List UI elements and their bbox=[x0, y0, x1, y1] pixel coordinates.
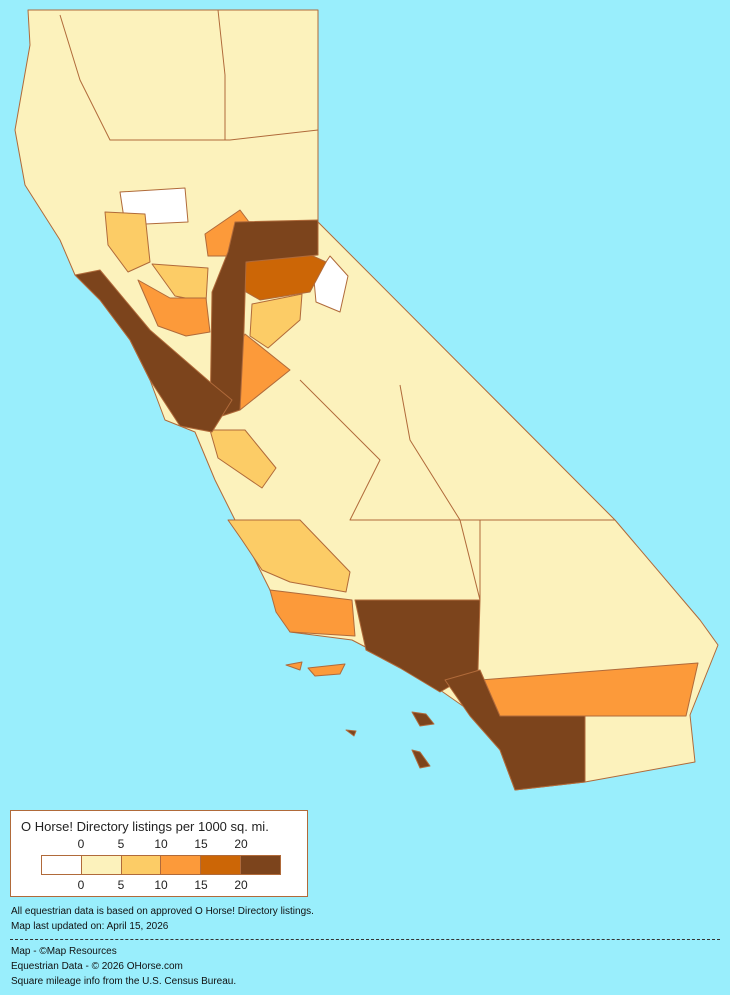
county-light-orange-amador bbox=[249, 293, 303, 349]
legend-swatch bbox=[201, 856, 242, 874]
legend-bottom-ticks: 0 5 10 15 20 bbox=[41, 878, 281, 892]
county-light-orange-slo bbox=[227, 519, 351, 593]
island-orange bbox=[307, 663, 346, 677]
county-brown-san-diego bbox=[444, 669, 586, 791]
tick: 0 bbox=[77, 837, 85, 851]
county-light-orange-san-benito bbox=[209, 429, 277, 489]
legend-swatch bbox=[42, 856, 82, 874]
legend-title: O Horse! Directory listings per 1000 sq.… bbox=[21, 819, 269, 834]
legend: O Horse! Directory listings per 1000 sq.… bbox=[10, 810, 308, 897]
data-credit: Equestrian Data - © 2026 OHorse.com bbox=[11, 961, 183, 972]
census-credit: Square mileage info from the U.S. Census… bbox=[11, 976, 237, 987]
county-brown-sierra-foothills bbox=[209, 219, 319, 421]
tick: 5 bbox=[117, 878, 125, 892]
map-credit: Map - ©Map Resources bbox=[11, 946, 117, 957]
tick: 10 bbox=[154, 837, 168, 851]
island-brown bbox=[411, 749, 431, 769]
county-orange-ventura bbox=[269, 589, 356, 637]
county-line bbox=[299, 379, 615, 521]
island-brown bbox=[411, 711, 435, 727]
county-brown-bay-area bbox=[74, 269, 233, 433]
county-line bbox=[217, 9, 226, 140]
last-updated-note: Map last updated on: April 15, 2026 bbox=[11, 921, 169, 932]
tick: 10 bbox=[154, 878, 168, 892]
county-white-alpine bbox=[313, 255, 349, 313]
legend-swatch bbox=[121, 856, 162, 874]
island-orange bbox=[285, 661, 303, 671]
tick: 15 bbox=[194, 837, 208, 851]
legend-top-ticks: 0 5 10 15 20 bbox=[41, 837, 281, 851]
county-orange-solano bbox=[137, 279, 211, 337]
legend-color-bar bbox=[41, 855, 281, 875]
tick: 5 bbox=[117, 837, 125, 851]
legend-swatch bbox=[81, 856, 122, 874]
county-light-orange-sonoma bbox=[104, 211, 151, 273]
county-line bbox=[399, 384, 481, 601]
data-source-note: All equestrian data is based on approved… bbox=[11, 906, 314, 917]
divider bbox=[10, 939, 720, 940]
county-line bbox=[59, 14, 319, 141]
tick: 0 bbox=[77, 878, 85, 892]
legend-swatch bbox=[161, 856, 202, 874]
tick: 20 bbox=[234, 878, 248, 892]
island-brown bbox=[345, 729, 357, 737]
tick: 15 bbox=[194, 878, 208, 892]
tick: 20 bbox=[234, 837, 248, 851]
legend-swatch bbox=[241, 856, 280, 874]
california-county-map bbox=[14, 9, 719, 791]
